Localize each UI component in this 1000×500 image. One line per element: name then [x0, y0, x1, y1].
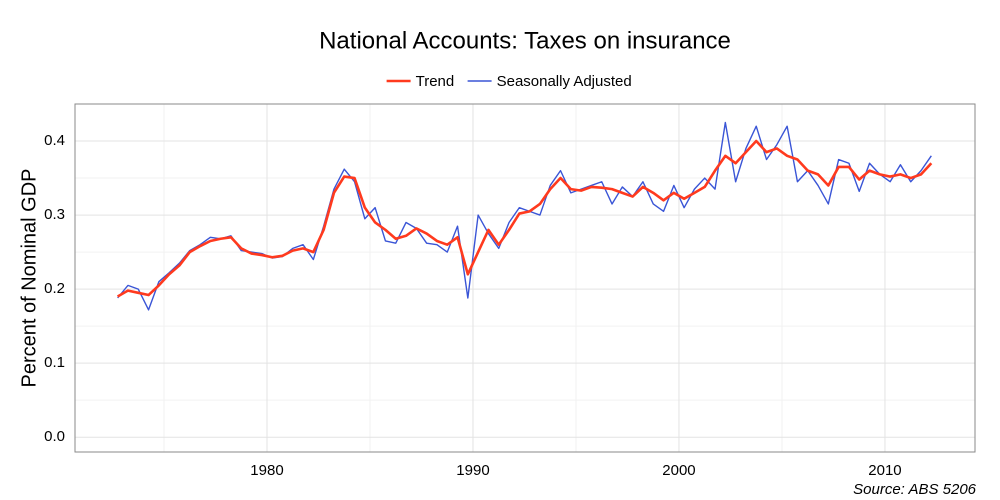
plot-lines [116, 121, 933, 311]
x-tick-label: 2000 [662, 462, 695, 479]
series-line [116, 139, 933, 298]
source-note: Source: ABS 5206 [853, 481, 977, 498]
grid [75, 104, 975, 452]
x-tick-label: 1990 [456, 462, 489, 479]
chart-title: National Accounts: Taxes on insurance [319, 27, 731, 54]
series-line [117, 121, 932, 311]
y-tick-label: 0.2 [44, 280, 65, 297]
x-tick-label: 1980 [250, 462, 283, 479]
y-axis-label: Percent of Nominal GDP [18, 169, 40, 388]
legend: Trend Seasonally Adjusted [386, 73, 632, 90]
y-tick-label: 0.0 [44, 428, 65, 445]
y-tick-label: 0.3 [44, 206, 65, 223]
x-tick-label: 2010 [868, 462, 901, 479]
y-tick-label: 0.4 [44, 132, 65, 149]
y-tick-label: 0.1 [44, 354, 65, 371]
legend-label: Seasonally Adjusted [497, 73, 632, 90]
plot-frame [74, 103, 976, 453]
legend-label: Trend [416, 73, 455, 90]
